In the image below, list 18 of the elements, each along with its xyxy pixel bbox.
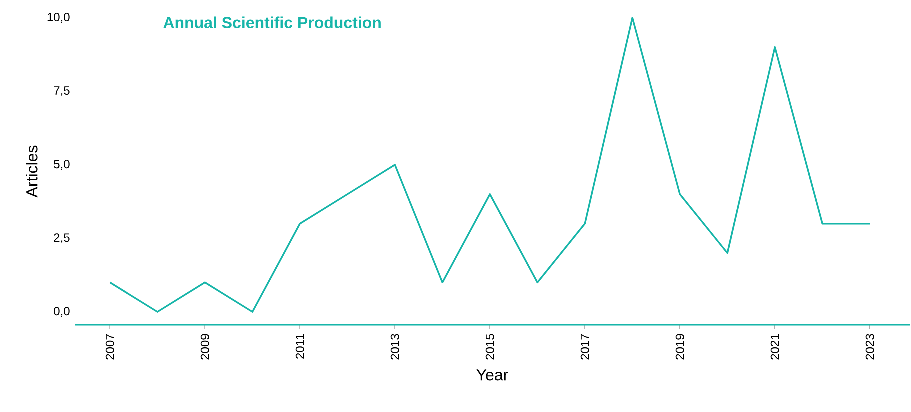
y-tick-label: 5,0: [54, 160, 70, 170]
x-tick-label: 2023: [866, 334, 874, 360]
chart-title: Annual Scientific Production: [164, 16, 381, 28]
y-tick-label: 10,0: [48, 13, 70, 23]
x-tick-label: 2019: [676, 334, 684, 360]
y-tick-label: 2,5: [54, 234, 70, 244]
x-axis-title: Year: [476, 370, 508, 381]
y-tick-label: 0,0: [54, 307, 70, 318]
y-tick-label: 7,5: [54, 86, 70, 96]
line-series: [109, 17, 871, 313]
x-tick-label: 2007: [106, 334, 114, 360]
x-tick-label: 2015: [486, 334, 494, 360]
x-tick-label: 2021: [770, 334, 780, 360]
y-axis-title: Articles: [26, 146, 38, 198]
x-tick-label: 2011: [296, 334, 304, 359]
x-tick-label: 2017: [580, 334, 590, 360]
x-tick-label: 2009: [200, 334, 210, 360]
x-tick-label: 2013: [390, 334, 400, 360]
